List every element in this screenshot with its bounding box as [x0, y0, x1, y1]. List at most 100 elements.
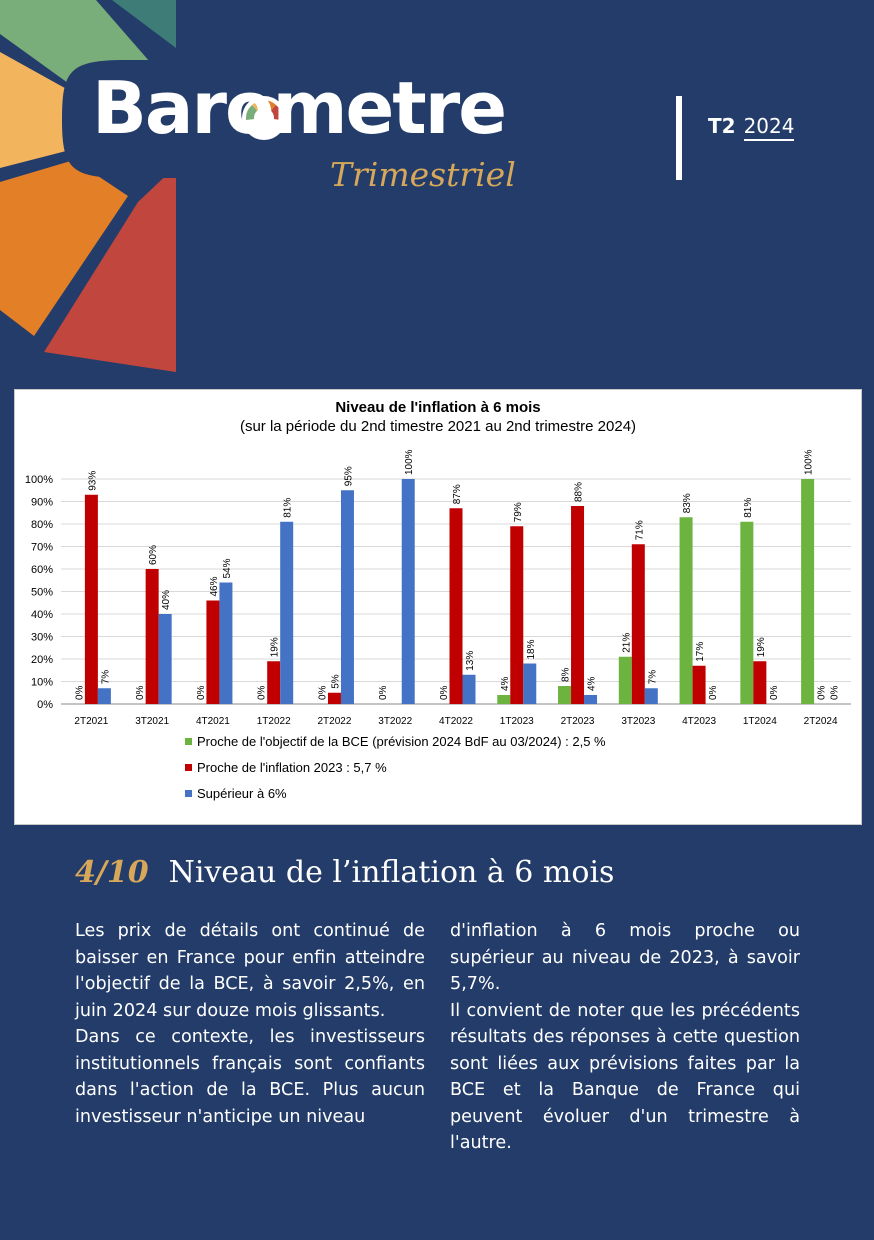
edition-label: T2 2024 — [708, 114, 795, 141]
data-label: 95% — [343, 466, 354, 486]
bar — [327, 692, 341, 704]
bar — [449, 508, 463, 704]
section-number: 4/10 — [75, 855, 149, 890]
bar — [679, 517, 693, 704]
y-tick-label: 40% — [31, 609, 53, 621]
brand-subtitle: Trimestriel — [330, 155, 516, 194]
data-label: 19% — [756, 637, 767, 657]
paragraph: Les prix de détails ont continué de bais… — [75, 921, 425, 1021]
bar — [401, 479, 415, 704]
data-label: 0% — [769, 685, 780, 700]
x-tick-label: 1T2022 — [257, 716, 291, 727]
y-tick-label: 100% — [25, 474, 53, 486]
data-label: 40% — [161, 590, 172, 610]
chart-subtitle: (sur la période du 2nd timestre 2021 au … — [240, 418, 636, 435]
x-tick-label: 4T2021 — [196, 716, 230, 727]
header-divider — [676, 96, 682, 180]
x-tick-label: 2T2022 — [318, 716, 352, 727]
data-label: 0% — [196, 685, 207, 700]
data-label: 71% — [634, 520, 645, 540]
x-tick-label: 1T2023 — [500, 716, 534, 727]
legend-label: Supérieur à 6% — [197, 786, 287, 801]
data-label: 100% — [404, 449, 415, 475]
y-tick-label: 20% — [31, 654, 53, 666]
section-title: Niveau de l’inflation à 6 mois — [168, 855, 615, 890]
legend-label: Proche de l'inflation 2023 : 5,7 % — [197, 760, 387, 775]
data-label: 81% — [743, 498, 754, 518]
petal-yellow — [0, 52, 72, 168]
bar — [692, 665, 706, 704]
logo-background — [62, 60, 580, 178]
data-label: 0% — [135, 685, 146, 700]
data-label: 4% — [587, 676, 598, 691]
bar — [631, 544, 645, 704]
x-tick-label: 4T2023 — [682, 716, 716, 727]
data-label: 87% — [452, 484, 463, 504]
y-tick-label: 90% — [31, 497, 53, 509]
bar — [584, 695, 598, 704]
x-tick-label: 3T2021 — [135, 716, 169, 727]
x-tick-label: 1T2024 — [743, 716, 777, 727]
legend-swatch — [185, 738, 192, 745]
petal-red — [44, 166, 176, 372]
x-tick-label: 4T2022 — [439, 716, 473, 727]
data-label: 60% — [148, 545, 159, 565]
bar — [97, 688, 111, 704]
bar — [280, 521, 294, 704]
body-column-right: d'inflation à 6 mois proche ou supérieur… — [450, 918, 800, 1157]
gauge-icon — [242, 96, 286, 140]
bar — [558, 686, 572, 704]
y-tick-label: 30% — [31, 632, 53, 644]
legend-label: Proche de l'objectif de la BCE (prévisio… — [197, 734, 606, 749]
data-label: 18% — [526, 639, 537, 659]
data-label: 8% — [561, 667, 572, 682]
data-label: 54% — [222, 558, 233, 578]
bar — [206, 600, 220, 704]
y-tick-label: 0% — [37, 699, 53, 711]
data-label: 21% — [621, 633, 632, 653]
x-tick-label: 2T2023 — [561, 716, 595, 727]
bar — [753, 661, 767, 704]
data-label: 0% — [317, 685, 328, 700]
data-label: 88% — [574, 482, 585, 502]
bar — [158, 614, 172, 704]
edition-year: 2024 — [743, 114, 795, 141]
bar — [145, 569, 159, 704]
bar — [523, 663, 537, 704]
data-label: 83% — [682, 493, 693, 513]
y-tick-label: 70% — [31, 542, 53, 554]
data-label: 0% — [830, 685, 841, 700]
x-tick-label: 3T2022 — [378, 716, 412, 727]
bar — [497, 695, 511, 704]
petal-teal — [112, 0, 176, 48]
edition-quarter: T2 — [708, 114, 736, 138]
paragraph: Il convient de noter que les précédents … — [450, 1000, 800, 1154]
data-label: 0% — [74, 685, 85, 700]
data-label: 7% — [647, 670, 658, 685]
bar — [644, 688, 658, 704]
petal-orange — [0, 160, 128, 336]
y-tick-label: 80% — [31, 519, 53, 531]
bar — [510, 526, 524, 704]
data-label: 81% — [283, 498, 294, 518]
data-label: 100% — [804, 449, 815, 475]
data-label: 0% — [708, 685, 719, 700]
bar — [462, 674, 476, 704]
chart-svg: Niveau de l'inflation à 6 mois (sur la pé… — [25, 399, 851, 801]
data-label: 0% — [257, 685, 268, 700]
paragraph: Dans ce contexte, les investisseurs inst… — [75, 1027, 425, 1127]
bar — [740, 521, 754, 704]
bar — [84, 494, 98, 704]
data-label: 93% — [87, 471, 98, 491]
data-label: 0% — [378, 685, 389, 700]
data-label: 0% — [817, 685, 828, 700]
data-label: 17% — [695, 642, 706, 662]
paragraph: d'inflation à 6 mois proche ou supérieur… — [450, 921, 800, 994]
bar — [571, 506, 585, 704]
legend-swatch — [185, 790, 192, 797]
x-tick-label: 3T2023 — [621, 716, 655, 727]
data-label: 0% — [439, 685, 450, 700]
bar — [801, 479, 815, 704]
data-label: 7% — [100, 670, 111, 685]
legend-swatch — [185, 764, 192, 771]
